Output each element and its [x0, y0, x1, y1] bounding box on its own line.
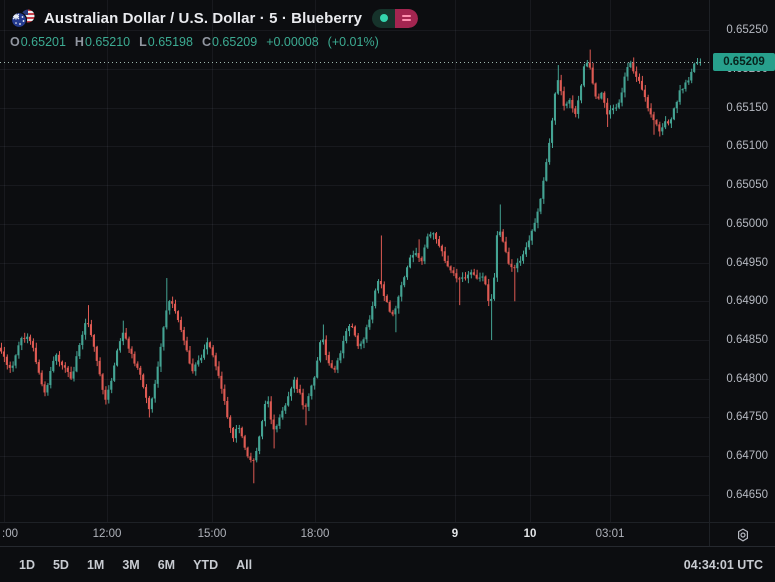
ohlc-close-label: C [201, 35, 211, 49]
range-selector: 1D 5D 1M 3M 6M YTD All [12, 554, 259, 576]
market-open-indicator[interactable] [372, 8, 396, 28]
price-axis-label: 0.65150 [726, 101, 768, 114]
time-axis-label: 18:00 [300, 528, 330, 540]
price-axis-label: 0.64700 [726, 450, 768, 463]
ohlc-close-value: 0.65209 [212, 35, 258, 49]
price-scale-settings-icon[interactable] [735, 527, 751, 543]
legend: Australian Dollar / U.S. Dollar · 5 · Bl… [10, 6, 419, 49]
price-axis-label: 0.64900 [726, 295, 768, 308]
ohlc-high-value: 0.65210 [84, 35, 131, 49]
symbol-flags-icon [10, 8, 37, 29]
ohlc-high-label: H [74, 35, 84, 49]
market-open-dot-icon [379, 14, 388, 22]
price-axis-label: 0.65050 [726, 179, 768, 192]
time-axis-label: 10 [523, 528, 537, 540]
ohlc-readout: O0.65201 H0.65210 L0.65198 C0.65209 +0.0… [10, 35, 418, 49]
price-axis-label: 0.65100 [726, 140, 768, 153]
range-button-1m[interactable]: 1M [80, 554, 111, 576]
range-button-all[interactable]: All [229, 554, 259, 576]
ohlc-open-value: 0.65201 [20, 35, 66, 49]
ohlc-low-label: L [139, 35, 147, 49]
time-axis[interactable]: :00 12:00 15:00 18:00 9 10 03:01 [0, 522, 709, 546]
candlestick-series [0, 0, 709, 522]
price-axis-label: 0.64800 [726, 372, 768, 385]
axis-corner [709, 522, 775, 546]
time-axis-label: 03:01 [595, 528, 625, 540]
time-axis-label: 12:00 [92, 528, 122, 540]
price-axis-label: 0.65250 [726, 24, 768, 37]
price-axis-label: 0.64950 [726, 256, 768, 269]
price-axis[interactable]: 0.65209 0.652500.652000.651500.651000.65… [709, 0, 775, 522]
time-axis-label: 9 [451, 528, 459, 540]
symbol-title[interactable]: Australian Dollar / U.S. Dollar · 5 · Bl… [44, 9, 363, 27]
chart-plot-area[interactable]: Australian Dollar / U.S. Dollar · 5 · Bl… [0, 0, 709, 522]
range-button-3m[interactable]: 3M [115, 554, 146, 576]
status-pill[interactable] [372, 8, 419, 28]
utc-clock[interactable]: 04:34:01 UTC [683, 557, 763, 572]
bottom-toolbar: 1D 5D 1M 3M 6M YTD All 04:34:01 UTC [0, 546, 775, 582]
last-price-badge: 0.65209 [713, 52, 775, 71]
time-axis-label: 15:00 [197, 528, 227, 540]
range-button-5d[interactable]: 5D [46, 554, 76, 576]
ohlc-change-pct: (+0.01%) [327, 35, 379, 49]
ohlc-open-label: O [10, 35, 20, 49]
data-bars-icon [402, 13, 412, 23]
ohlc-low-value: 0.65198 [147, 35, 193, 49]
range-button-6m[interactable]: 6M [151, 554, 182, 576]
price-axis-label: 0.64850 [726, 333, 768, 346]
broker-status-icon[interactable] [395, 8, 419, 28]
range-button-ytd[interactable]: YTD [186, 554, 225, 576]
price-axis-label: 0.64750 [726, 411, 768, 424]
price-axis-label: 0.65000 [726, 217, 768, 230]
price-axis-label: 0.64650 [726, 488, 768, 501]
ohlc-change: +0.00008 [266, 35, 319, 49]
time-axis-label: :00 [2, 528, 18, 540]
range-button-1d[interactable]: 1D [12, 554, 42, 576]
